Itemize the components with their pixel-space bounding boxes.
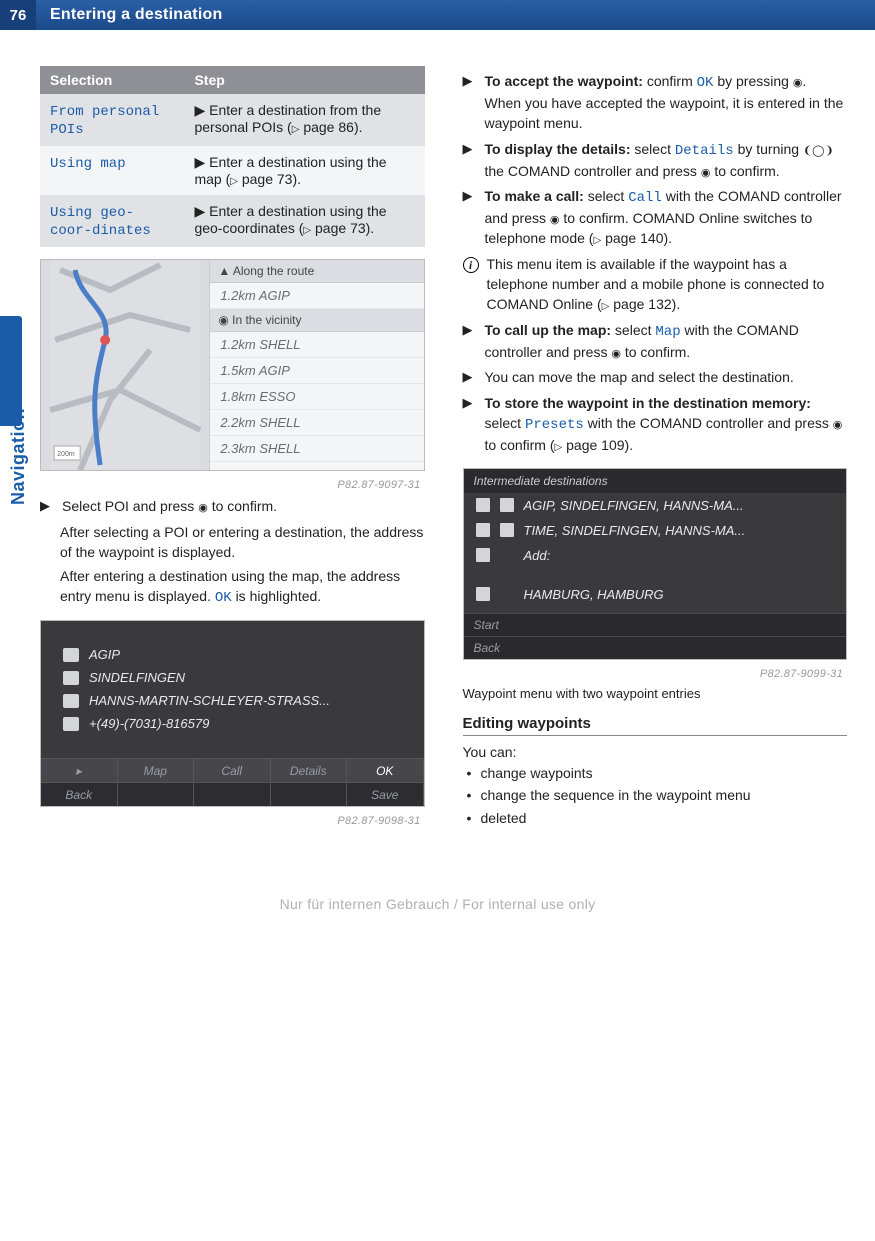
poi-row: 2.2km SHELL [210,410,423,436]
right-column: ▶ To accept the waypoint: confirm OK by … [463,66,848,832]
screenshot-caption: P82.87-9099-31 [463,666,848,680]
poi-row: 1.2km SHELL [210,332,423,358]
table-row: From personal POIs ▶ Enter a destination… [40,94,425,146]
fuel-icon [500,498,514,512]
left-column: Selection Step From personal POIs ▶ Ente… [40,66,425,832]
phone-icon [63,717,79,731]
table-row: Using geo-coor‐dinates ▶ Enter a destina… [40,195,425,247]
page-ref: 73 [277,171,293,187]
ui-label: Using map [50,156,126,172]
instruction-step: ▶ To store the waypoint in the destinati… [463,394,848,456]
section-heading: Editing waypoints [463,715,848,736]
instruction-step: ▶ Select POI and press ◉ to confirm. [40,497,425,517]
section-intro: You can: [463,744,848,760]
poi-list-header-vicinity: ◉ In the vicinity [210,309,423,332]
page-title: Entering a destination [36,0,735,30]
screenshot-caption: P82.87-9098-31 [40,813,425,827]
th-step: Step [184,66,424,94]
poi-row: 1.8km ESSO [210,384,423,410]
columns: Selection Step From personal POIs ▶ Ente… [40,66,847,832]
page-body: Navigation Selection Step From personal … [0,30,875,852]
list-item: change waypoints [467,764,848,784]
side-tab-label: Navigation [8,408,29,505]
bar-call: Call [194,759,271,782]
instruction-text: After selecting a POI or entering a dest… [60,523,425,563]
selection-table: Selection Step From personal POIs ▶ Ente… [40,66,425,247]
poi-list: ▲ Along the route 1.2km AGIP ◉ In the vi… [209,260,423,470]
table-row: Using map ▶ Enter a destination using th… [40,146,425,195]
page-ref: 73 [350,220,366,236]
screenshot-address: AGIP SINDELFINGEN HANNS-MARTIN-SCHLEYER-… [40,620,425,807]
wp-line: HAMBURG, HAMBURG [524,587,664,602]
info-icon: i [463,257,479,273]
address-line: SINDELFINGEN [89,670,185,685]
instruction-step: ▶ To call up the map: select Map with th… [463,321,848,363]
bar-ok: OK [347,759,424,782]
bar-back: Back [41,783,118,806]
page-number: 76 [0,0,36,30]
svg-text:200m: 200m [57,451,75,458]
page-header: 76 Entering a destination [0,0,875,30]
th-selection: Selection [40,66,184,94]
wp-line: AGIP, SINDELFINGEN, HANNS-MA... [524,498,744,513]
instruction-step: ▶ To accept the waypoint: confirm OK by … [463,72,848,134]
flag-icon [476,587,490,601]
wp-line: Add: [524,548,551,563]
step-text: Enter a destination from the personal PO… [194,102,381,135]
ui-label: Using geo-coor‐dinates [50,205,151,239]
waypoint-title: Intermediate destinations [464,469,847,493]
entry-icon [500,523,514,537]
address-line: AGIP [89,647,120,662]
list-item: deleted [467,809,848,829]
instruction-step: ▶ You can move the map and select the de… [463,368,848,388]
page-ref: 86 [338,119,354,135]
side-tab-area: Navigation [0,66,40,832]
figure-caption: Waypoint menu with two waypoint entries [463,686,848,701]
screenshot-caption: P82.87-9097-31 [40,477,425,491]
wp-line: TIME, SINDELFINGEN, HANNS-MA... [524,523,746,538]
flag-icon [476,548,490,562]
address-line: +(49)-(7031)-816579 [89,716,209,731]
instruction-step: ▶ To make a call: select Call with the C… [463,187,848,249]
map-preview: 200m [41,260,209,470]
table-header-row: Selection Step [40,66,425,94]
instruction-text: After entering a destination using the m… [60,567,425,609]
instruction-step: ▶ To display the details: select Details… [463,140,848,182]
bar-save: Save [347,783,424,806]
bar-map: Map [118,759,195,782]
ui-label: From personal POIs [50,104,159,138]
fuel-icon [63,648,79,662]
city-icon [63,671,79,685]
screenshot-poi-list: 200m ▲ Along the route 1.2km AGIP ◉ In t… [40,259,425,471]
poi-row: 1.5km AGIP [210,358,423,384]
street-icon [63,694,79,708]
poi-list-header-along: ▲ Along the route [210,260,423,283]
list-item: change the sequence in the waypoint menu [467,786,848,806]
bar-back: Back [464,636,847,659]
screenshot-waypoints: Intermediate destinations AGIP, SINDELFI… [463,468,848,660]
info-note: i This menu item is available if the way… [463,255,848,315]
poi-row: 2.3km SHELL [210,436,423,462]
bullet-list: change waypoints change the sequence in … [467,764,848,829]
footer-text: Nur für internen Gebrauch / For internal… [0,896,875,912]
address-line: HANNS-MARTIN-SCHLEYER-STRASS... [89,693,330,708]
bar-start: Start [464,613,847,636]
flag-icon: ▸ [41,759,118,782]
header-spacer [735,0,875,30]
flag-icon [476,523,490,537]
poi-row: 1.2km AGIP [210,283,423,309]
bar-details: Details [271,759,348,782]
flag-icon [476,498,490,512]
